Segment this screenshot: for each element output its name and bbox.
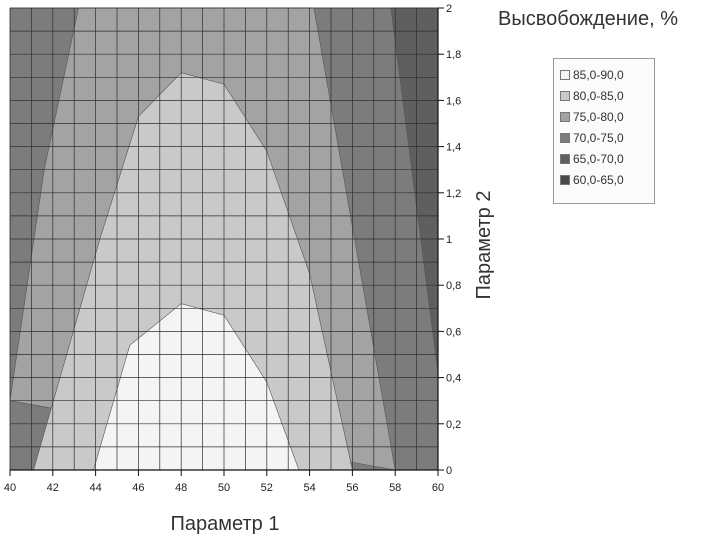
legend-item: 85,0-90,0: [560, 64, 654, 85]
legend-label: 80,0-85,0: [573, 88, 624, 103]
legend-item: 60,0-65,0: [560, 169, 654, 190]
y-tick-label: 0,2: [446, 419, 461, 431]
legend-item: 65,0-70,0: [560, 148, 654, 169]
y-tick-label: 0: [446, 465, 452, 477]
x-tick-label: 42: [47, 482, 59, 494]
grid-lines: [9, 7, 439, 471]
x-tick-label: 50: [218, 482, 230, 494]
x-tick-label: 54: [303, 482, 315, 494]
legend-swatch: [560, 90, 570, 101]
y-axis-title: Параметр 2: [473, 191, 495, 300]
y-tick-label: 1: [446, 234, 452, 246]
y-tick-label: 0,6: [446, 326, 461, 338]
x-tick-label: 60: [432, 482, 444, 494]
y-tick-label: 1,4: [446, 142, 461, 154]
y-tick-label: 0,8: [446, 280, 461, 292]
legend: 85,0-90,0 80,0-85,0 75,0-80,0 70,0-75,0 65,0…: [553, 58, 655, 204]
legend-item: 75,0-80,0: [560, 106, 654, 127]
legend-label: 60,0-65,0: [573, 172, 624, 187]
y-tick-label: 1,2: [446, 188, 461, 200]
legend-swatch: [560, 153, 570, 164]
x-tick-label: 48: [175, 482, 187, 494]
legend-item: 80,0-85,0: [560, 85, 654, 106]
legend-swatch: [560, 174, 570, 185]
y-tick-label: 1,8: [446, 49, 461, 61]
legend-item: 70,0-75,0: [560, 127, 654, 148]
y-tick-label: 1,6: [446, 95, 461, 107]
x-tick-label: 52: [261, 482, 273, 494]
x-tick-label: 44: [89, 482, 101, 494]
legend-swatch: [560, 69, 570, 80]
legend-label: 85,0-90,0: [573, 67, 624, 82]
legend-title: Высвобождение, %: [498, 8, 678, 30]
y-tick-label: 2: [446, 3, 452, 15]
legend-label: 70,0-75,0: [573, 130, 624, 145]
legend-swatch: [560, 132, 570, 143]
x-tick-label: 40: [4, 482, 16, 494]
legend-swatch: [560, 111, 570, 122]
x-tick-label: 46: [132, 482, 144, 494]
legend-label: 65,0-70,0: [573, 151, 624, 166]
x-axis-title: Параметр 1: [171, 513, 280, 535]
y-tick-label: 0,4: [446, 373, 461, 385]
y-axis-ticks: 0 0,2 0,4 0,6 0,8 1 1,2 1,4 1,6 1,8 2: [438, 3, 461, 477]
x-tick-label: 58: [389, 482, 401, 494]
x-tick-label: 56: [346, 482, 358, 494]
x-axis-ticks: 40 42 44 46 48 50 52 54 56 58 60: [4, 470, 444, 494]
legend-label: 75,0-80,0: [573, 109, 624, 124]
